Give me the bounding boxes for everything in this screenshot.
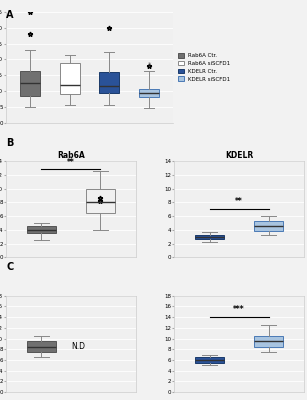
- PathPatch shape: [27, 226, 56, 233]
- PathPatch shape: [195, 235, 224, 239]
- PathPatch shape: [86, 188, 115, 213]
- Text: N.D: N.D: [71, 342, 85, 351]
- PathPatch shape: [195, 357, 224, 362]
- Text: *: *: [147, 61, 151, 67]
- PathPatch shape: [99, 72, 119, 93]
- Text: B: B: [6, 138, 14, 148]
- Text: C: C: [6, 262, 14, 272]
- PathPatch shape: [254, 221, 283, 231]
- PathPatch shape: [139, 90, 159, 97]
- Text: **: **: [235, 197, 243, 206]
- Text: ***: ***: [233, 306, 245, 314]
- Legend: Rab6A Ctr., Rab6A siSCFD1, KDELR Ctr., KDELR siSCFD1: Rab6A Ctr., Rab6A siSCFD1, KDELR Ctr., K…: [178, 53, 231, 82]
- PathPatch shape: [60, 63, 80, 94]
- PathPatch shape: [20, 70, 40, 96]
- PathPatch shape: [27, 341, 56, 352]
- Text: A: A: [6, 10, 14, 20]
- PathPatch shape: [254, 336, 283, 346]
- Text: **: **: [67, 158, 75, 166]
- Title: KDELR: KDELR: [225, 151, 253, 160]
- Title: Rab6A: Rab6A: [57, 151, 85, 160]
